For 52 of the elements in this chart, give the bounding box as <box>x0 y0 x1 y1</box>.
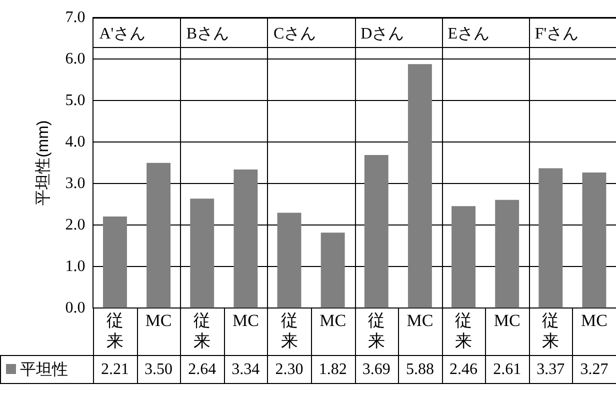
x-tick-label: 従来 <box>455 310 472 350</box>
annotation: F'さん <box>534 25 579 42</box>
data-label: 2.21 <box>100 361 129 378</box>
x-tick-label: 従来 <box>368 310 385 350</box>
data-label: 5.88 <box>406 361 434 378</box>
y-tick-label: 6.0 <box>65 50 86 68</box>
bar <box>582 172 606 308</box>
y-tick-label: 3.0 <box>65 174 86 192</box>
y-tick-label: 0.0 <box>65 299 86 316</box>
y-axis-title: 平坦性(mm) <box>35 120 52 206</box>
annotation: A'さん <box>99 25 146 42</box>
x-tick-label: 従来 <box>106 310 124 350</box>
bar <box>320 232 345 308</box>
data-label: 1.82 <box>318 361 347 378</box>
x-tick-label: MC <box>232 310 259 330</box>
annotation: Eさん <box>448 25 490 42</box>
bar <box>277 212 302 308</box>
x-tick-label: 従来 <box>280 310 298 350</box>
bar <box>234 170 258 308</box>
x-tick-label: MC <box>406 310 434 330</box>
bar <box>495 200 520 308</box>
y-tick-label: 2.0 <box>65 216 86 234</box>
data-label: 3.34 <box>232 361 260 378</box>
bar <box>103 216 127 308</box>
x-tick-label: 従来 <box>542 310 560 350</box>
x-tick-label: MC <box>320 310 346 330</box>
bar <box>146 162 171 308</box>
data-label: 2.46 <box>450 361 478 378</box>
y-tick-label: 5.0 <box>65 92 86 109</box>
data-label: 3.69 <box>362 361 390 378</box>
annotation: Cさん <box>273 25 316 42</box>
y-tick-label: 7.0 <box>65 8 86 26</box>
y-tick-label: 1.0 <box>65 258 86 275</box>
x-tick-label: MC <box>580 310 608 330</box>
data-label: 2.64 <box>188 361 216 378</box>
bar <box>364 155 388 308</box>
data-label: 3.27 <box>580 361 608 378</box>
data-label: 2.61 <box>493 361 522 378</box>
legend-label: 平坦性 <box>20 361 68 378</box>
data-label: 3.37 <box>536 361 565 378</box>
x-tick-label: 従来 <box>194 310 211 350</box>
x-tick-label: MC <box>145 310 172 330</box>
bar <box>452 206 476 308</box>
bar <box>408 64 432 308</box>
y-tick-label: 4.0 <box>65 133 86 150</box>
data-label: 2.30 <box>275 361 304 378</box>
bar <box>190 198 214 308</box>
annotation: Bさん <box>186 25 230 42</box>
annotation: Dさん <box>360 25 404 42</box>
data-label: 3.50 <box>144 361 173 378</box>
x-tick-label: MC <box>494 310 520 330</box>
bar <box>538 168 563 308</box>
